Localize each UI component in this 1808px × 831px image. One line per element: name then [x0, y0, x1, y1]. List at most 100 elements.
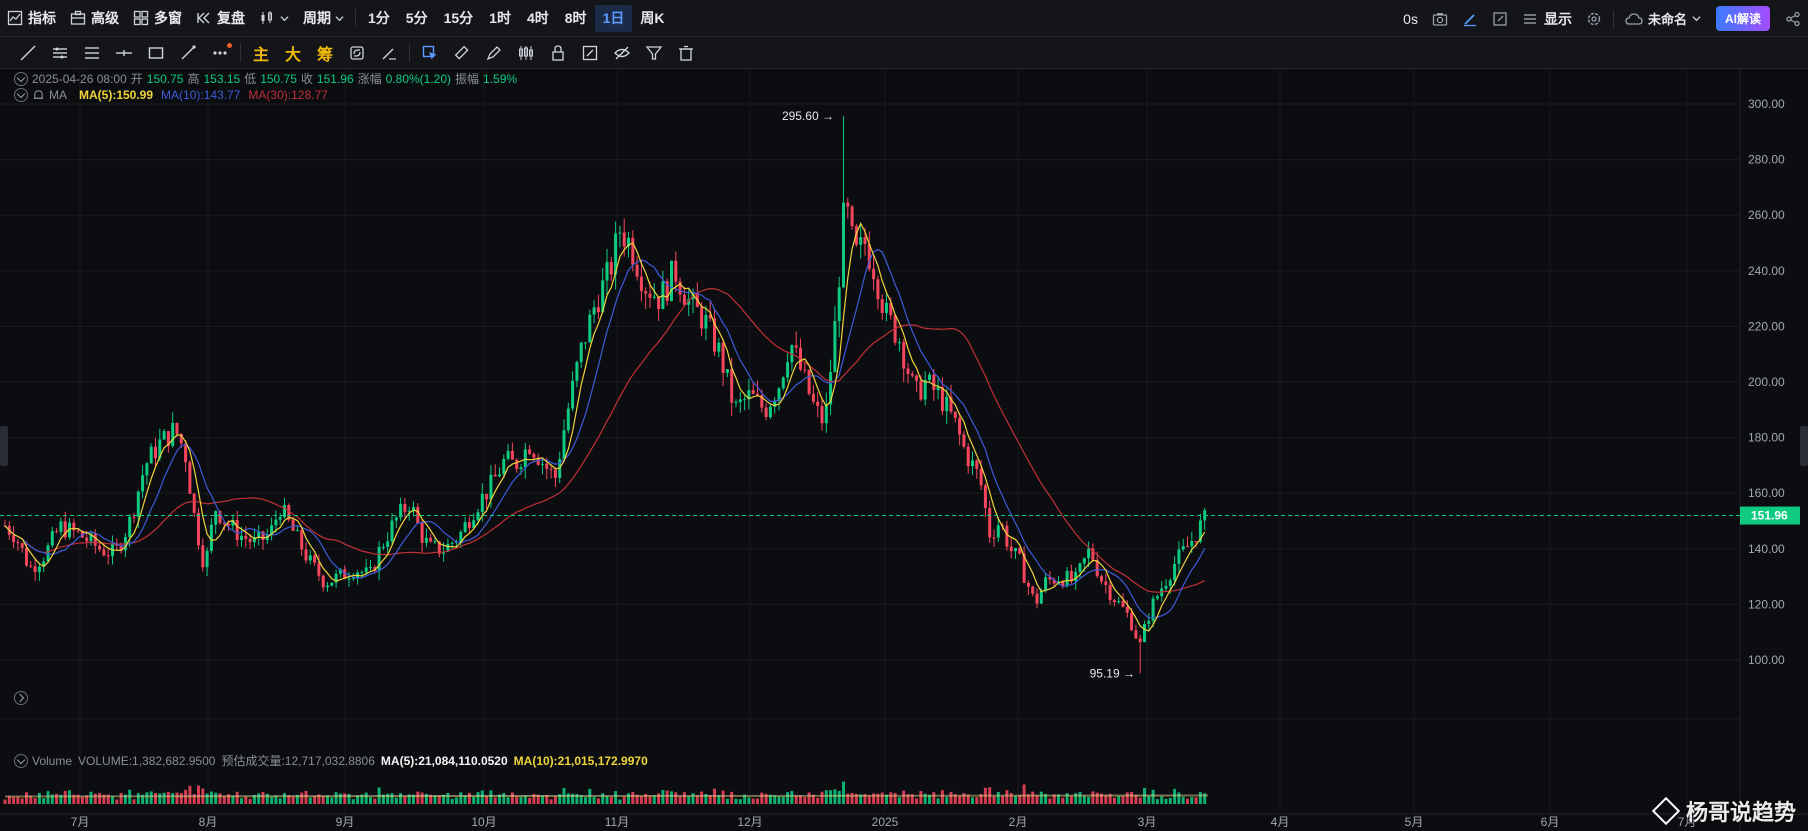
period-8h[interactable]: 8时 [564, 10, 587, 26]
candle-body [824, 404, 828, 424]
chart-area[interactable]: 300.00 280.00 260.00 240.00 220.00 200.00 180.… [0, 69, 1808, 831]
replay-button[interactable]: 复盘 [189, 5, 252, 32]
candle-body [33, 566, 37, 572]
volume-bar [850, 792, 854, 804]
volume-bar [364, 792, 368, 804]
layout-name-dropdown[interactable]: 未命名 [1618, 5, 1708, 32]
volume-bar [274, 795, 278, 804]
parallel-channel-tool[interactable] [44, 40, 76, 66]
indicators-button[interactable]: 指标 [0, 5, 63, 32]
notes-tool[interactable] [574, 40, 606, 66]
sync-icon [350, 45, 364, 60]
candle-body [1190, 541, 1194, 547]
candle-body [1078, 563, 1082, 572]
volume-bar [773, 795, 777, 804]
eraser-tool[interactable] [373, 40, 405, 66]
settings-button[interactable] [1579, 5, 1609, 32]
display-label: 显示 [1543, 10, 1572, 27]
collapse-toggle-icon[interactable] [14, 753, 28, 768]
period-dropdown[interactable]: 周期 [296, 5, 351, 32]
rectangle-tool[interactable] [140, 40, 172, 66]
more-tools-button[interactable] [204, 40, 236, 66]
candle-body [446, 543, 450, 552]
bell-icon[interactable] [32, 89, 45, 102]
horizontal-line-tool[interactable] [108, 40, 140, 66]
toolbar-divider [409, 43, 410, 62]
pen-tool[interactable] [478, 40, 510, 66]
candle-body [1061, 581, 1065, 587]
volume-bar [472, 796, 476, 804]
advanced-button[interactable]: 高级 [63, 5, 126, 32]
volume-bar [485, 796, 489, 804]
volume-bar [201, 788, 205, 804]
chart-type-dropdown[interactable] [252, 5, 296, 32]
volume-ma5: MA(5):21,084,110.0520 [380, 753, 508, 768]
trend-line-tool[interactable] [12, 40, 44, 66]
candle-body [437, 541, 441, 554]
period-1w[interactable]: 周K [640, 10, 665, 26]
main-force-tool[interactable]: 主 [252, 46, 269, 64]
left-panel-handle[interactable] [0, 426, 8, 466]
period-1d[interactable]: 1日 [594, 4, 633, 32]
ai-analysis-button[interactable]: AI解读 [1715, 6, 1770, 31]
big-order-tool[interactable]: 大 [284, 46, 301, 64]
volume-bar [756, 798, 759, 804]
display-button[interactable]: 显示 [1515, 5, 1579, 32]
volume-bar [1074, 793, 1078, 804]
volume-bar [1057, 794, 1060, 804]
volume-bar [3, 799, 7, 804]
delete-tool[interactable] [670, 40, 702, 66]
volume-bar [553, 796, 557, 804]
candle-body [639, 276, 643, 292]
collapse-toggle-icon[interactable] [14, 88, 28, 102]
screenshot-button[interactable] [1425, 5, 1455, 32]
multi-window-button[interactable]: 多窗 [126, 5, 189, 32]
candle-body [807, 370, 811, 394]
volume-bar [687, 796, 691, 804]
volume-bar [601, 793, 605, 804]
candle-body [248, 538, 252, 543]
candle-body [326, 585, 329, 588]
kline-style-tool[interactable] [510, 40, 542, 66]
volume-bar [670, 791, 673, 804]
candle-body [472, 520, 476, 528]
refresh-timer[interactable]: 0s [1403, 10, 1418, 27]
chip-tool[interactable]: 筹 [316, 46, 333, 64]
volume-bar [287, 795, 291, 804]
brush-tool[interactable] [172, 40, 204, 66]
volume-bar [863, 794, 867, 804]
price-chart[interactable]: 300.00 280.00 260.00 240.00 220.00 200.00 180.… [0, 69, 1808, 831]
volume-bar [799, 795, 802, 804]
cursor-frame-icon [422, 45, 437, 60]
ruler-tool[interactable] [446, 40, 478, 66]
time-axis-label: 8月 [199, 815, 218, 829]
sync-tool[interactable] [341, 40, 373, 66]
edit-button[interactable] [1455, 5, 1485, 32]
filter-tool[interactable] [638, 40, 670, 66]
candle-body [670, 260, 673, 301]
candle-body [1018, 548, 1022, 554]
candle-body [98, 545, 102, 550]
candle-body [291, 519, 295, 531]
candle-body [424, 537, 428, 543]
candle-body [20, 543, 24, 548]
right-panel-handle[interactable] [1800, 426, 1808, 466]
period-1m[interactable]: 1分 [368, 10, 390, 26]
period-5m[interactable]: 5分 [405, 10, 428, 26]
candle-body [949, 396, 953, 412]
volume-bar [644, 793, 648, 804]
period-4h[interactable]: 4时 [526, 10, 549, 26]
fib-lines-tool[interactable] [76, 40, 108, 66]
collapse-toggle-icon[interactable] [14, 71, 28, 86]
share-button[interactable] [1778, 5, 1808, 32]
candle-body [657, 296, 661, 310]
volume-bar [257, 793, 261, 804]
volume-bar [25, 792, 28, 804]
visibility-tool[interactable] [606, 40, 638, 66]
period-1h[interactable]: 1时 [489, 10, 511, 26]
template-button[interactable] [1485, 5, 1515, 32]
period-15m[interactable]: 15分 [443, 10, 474, 26]
expand-toggle-icon[interactable] [14, 691, 28, 705]
lock-tool[interactable] [542, 40, 574, 66]
magnet-tool[interactable] [414, 40, 446, 66]
